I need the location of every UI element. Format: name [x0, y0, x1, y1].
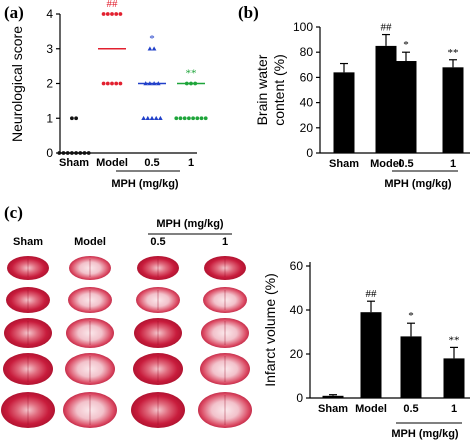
- chart-neurological-score: Neurological score MPH (mg/kg) 0 1 2 3 4 Sham…: [9, 0, 208, 190]
- chart-a-point: [114, 12, 119, 16]
- chart-a-x-tick-label: 1: [188, 157, 194, 169]
- chart-b-x-tick-label: Sham: [329, 158, 359, 170]
- chart-c-x-tick-label: 1: [451, 403, 457, 415]
- chart-b-y-tick-label: 80: [300, 45, 314, 59]
- chart-a-point: [70, 116, 74, 121]
- photo-col-label-dose-05: 0.5: [150, 236, 165, 248]
- chart-brain-water-content: Brain water content (%) MPH (mg/kg) 0 20 4…: [254, 20, 470, 190]
- chart-a-point: [86, 151, 91, 155]
- photo-col-label-sham: Sham: [13, 236, 43, 248]
- chart-a-significance-label: ##: [107, 0, 119, 10]
- chart-c-y-tick-label: 60: [290, 259, 304, 273]
- chart-c-group-label: MPH (mg/kg): [391, 428, 459, 440]
- chart-a-point: [158, 115, 163, 121]
- chart-a-y-tick-label: 0: [46, 146, 53, 160]
- chart-b-y-tick-label: 0: [306, 146, 313, 160]
- chart-b-bar: [333, 72, 355, 153]
- chart-a-point: [101, 81, 106, 86]
- chart-b-bar: [442, 67, 464, 153]
- chart-b-y-label-line1: Brain water: [254, 54, 270, 125]
- chart-a-point: [191, 116, 196, 121]
- chart-b-x-tick-label: Model: [370, 158, 402, 170]
- photo-col-label-dose-1: 1: [222, 236, 228, 248]
- chart-b-significance-label: *: [403, 39, 409, 51]
- chart-c-bar: [360, 312, 382, 398]
- chart-c-bar: [400, 336, 422, 398]
- chart-b-y-label-line2: content (%): [271, 54, 287, 126]
- chart-a-y-tick-label: 3: [46, 42, 53, 56]
- chart-a-point: [149, 115, 155, 121]
- photo-group-label: MPH (mg/kg): [156, 218, 224, 230]
- chart-a-point: [195, 116, 200, 121]
- chart-c-x-tick-label: 0.5: [403, 403, 418, 415]
- chart-a-point: [114, 81, 119, 86]
- chart-a-x-tick-label: Model: [96, 157, 128, 169]
- brain-slice-photos: MPH (mg/kg) Sham Model 0.5 1: [1, 218, 252, 428]
- chart-a-point: [182, 116, 187, 121]
- chart-b-y-tick-label: 60: [300, 70, 314, 84]
- chart-b-bar: [395, 61, 417, 153]
- panel-label-b: (b): [238, 3, 259, 22]
- chart-a-group-label: MPH (mg/kg): [111, 178, 179, 190]
- chart-c-bar: [322, 395, 344, 398]
- chart-a-point: [203, 116, 208, 121]
- chart-c-x-tick-label: Sham: [318, 403, 348, 415]
- chart-a-point: [145, 115, 151, 121]
- chart-a-significance-label: **: [186, 68, 197, 80]
- chart-a-point: [57, 151, 62, 155]
- chart-a-point: [118, 12, 123, 16]
- chart-a-point: [174, 116, 179, 121]
- chart-a-point: [141, 115, 146, 121]
- chart-a-x-tick-label: 0.5: [144, 157, 159, 169]
- chart-c-significance-label: **: [449, 334, 460, 346]
- chart-a-point: [101, 12, 106, 16]
- chart-a-point: [151, 46, 157, 51]
- chart-a-point: [110, 81, 114, 86]
- chart-a-point: [178, 116, 183, 121]
- chart-a-x-tick-label: Sham: [59, 157, 89, 169]
- chart-a-point: [153, 115, 159, 121]
- chart-a-point: [187, 116, 191, 121]
- chart-c-y-tick-label: 40: [290, 303, 304, 317]
- chart-a-point: [147, 46, 153, 51]
- chart-c-y-tick-label: 0: [296, 391, 303, 405]
- chart-c-significance-label: *: [408, 310, 414, 322]
- chart-a-y-tick-label: 2: [46, 77, 53, 91]
- chart-b-y-tick-label: 100: [293, 20, 313, 34]
- chart-c-y-label: Infarct volume (%): [262, 273, 278, 387]
- chart-a-point: [105, 81, 110, 86]
- chart-b-significance-label: ##: [381, 22, 393, 34]
- chart-b-y-tick-label: 20: [300, 121, 314, 135]
- chart-c-x-tick-label: Model: [355, 403, 387, 415]
- chart-c-bar: [443, 358, 465, 398]
- chart-a-point: [199, 116, 204, 121]
- chart-a-significance-label: *: [149, 33, 155, 45]
- chart-a-y-label: Neurological score: [9, 26, 25, 142]
- chart-infarct-volume: Infarct volume (%) MPH (mg/kg) 0 20 40 60 Sh…: [262, 259, 470, 440]
- panel-label-c: (c): [4, 203, 23, 222]
- chart-c-y-tick-label: 20: [290, 347, 304, 361]
- chart-a-point: [118, 81, 123, 86]
- chart-a-point: [110, 12, 114, 16]
- chart-a-y-tick-label: 4: [46, 7, 53, 21]
- chart-b-x-tick-label: 1: [450, 158, 456, 170]
- chart-b-y-tick-label: 40: [300, 96, 314, 110]
- panel-label-a: (a): [4, 3, 24, 22]
- photo-col-label-model: Model: [74, 236, 106, 248]
- chart-b-x-tick-label: 0.5: [398, 158, 413, 170]
- chart-b-bar: [375, 45, 397, 153]
- chart-a-y-tick-label: 1: [46, 111, 53, 125]
- chart-c-significance-label: ##: [366, 288, 378, 300]
- chart-a-point: [74, 116, 78, 121]
- chart-b-group-label: MPH (mg/kg): [384, 178, 452, 190]
- chart-b-significance-label: **: [448, 47, 459, 59]
- chart-a-point: [105, 12, 110, 16]
